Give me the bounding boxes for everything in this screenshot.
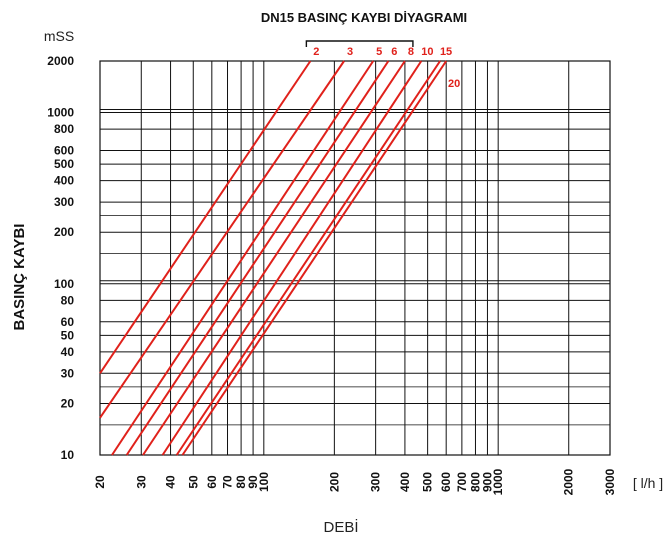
y-tick-label: 400	[54, 174, 74, 188]
y-axis-label: BASINÇ KAYBI	[11, 224, 28, 331]
x-tick-label: 90	[246, 475, 260, 489]
series-line-2	[99, 60, 312, 374]
x-tick-label: 500	[421, 472, 435, 492]
y-tick-label: 2000	[47, 54, 74, 68]
series-label-8: 8	[408, 46, 414, 58]
y-unit-label: mSS	[44, 28, 74, 44]
series-lines	[99, 60, 448, 456]
series-label-6: 6	[391, 46, 397, 58]
series-label-20: 20	[448, 78, 460, 90]
series-line-3	[99, 60, 345, 419]
series-line-5	[111, 60, 375, 456]
series-label-15: 15	[440, 46, 452, 58]
x-tick-label: 70	[221, 475, 235, 489]
x-tick-label: 40	[164, 475, 178, 489]
x-tick-label: 2000	[562, 468, 576, 495]
series-line-8	[142, 60, 406, 456]
bracket-line	[305, 40, 414, 47]
x-tick-label: 600	[439, 472, 453, 492]
series-label-2: 2	[313, 46, 319, 58]
x-tick-label: 30	[134, 475, 148, 489]
series-labels: 2 3 5 6 8 10 15 20	[313, 46, 460, 90]
x-tick-label: 20	[93, 475, 107, 489]
y-tick-label: 20	[61, 396, 75, 410]
x-unit-label: [ l/h ]	[633, 475, 663, 491]
x-tick-label: 1000	[491, 468, 505, 495]
y-tick-label: 40	[61, 345, 75, 359]
y-tick-label: 80	[61, 293, 75, 307]
series-label-bracket	[305, 40, 414, 47]
x-tick-label: 100	[257, 472, 271, 492]
y-tick-label: 50	[61, 328, 75, 342]
x-tick-label: 200	[327, 472, 341, 492]
x-tick-label: 60	[205, 475, 219, 489]
series-label-5: 5	[376, 46, 382, 58]
vertical-gridlines	[99, 61, 611, 455]
minor-horizontal-gridlines	[100, 215, 610, 426]
x-tick-label: 50	[186, 475, 200, 489]
y-tick-label: 100	[54, 277, 74, 291]
x-tick-label: 800	[468, 472, 482, 492]
chart-title: DN15 BASINÇ KAYBI DİYAGRAMI	[261, 10, 467, 25]
y-tick-label: 60	[61, 315, 75, 329]
y-tick-label: 600	[54, 144, 74, 158]
x-tick-label: 300	[369, 472, 383, 492]
x-tick-label: 700	[455, 472, 469, 492]
y-tick-label: 500	[54, 157, 74, 171]
y-tick-label: 1000	[47, 106, 74, 120]
y-tick-label: 30	[61, 366, 75, 380]
plot-frame	[99, 60, 611, 456]
x-axis-label: DEBİ	[323, 518, 358, 536]
y-tick-label: 300	[54, 195, 74, 209]
series-line-6	[125, 60, 390, 456]
series-line-20	[181, 60, 448, 456]
series-label-3: 3	[347, 46, 353, 58]
series-line-15	[175, 60, 441, 456]
x-tick-label: 80	[234, 475, 248, 489]
series-label-10: 10	[421, 46, 433, 58]
x-tick-label: 400	[398, 472, 412, 492]
x-tick-label: 900	[480, 472, 494, 492]
y-tick-label: 800	[54, 122, 74, 136]
y-tick-label: 10	[61, 448, 75, 462]
series-line-10	[161, 60, 423, 456]
y-tick-label: 200	[54, 225, 74, 239]
x-tick-label: 3000	[603, 468, 617, 495]
